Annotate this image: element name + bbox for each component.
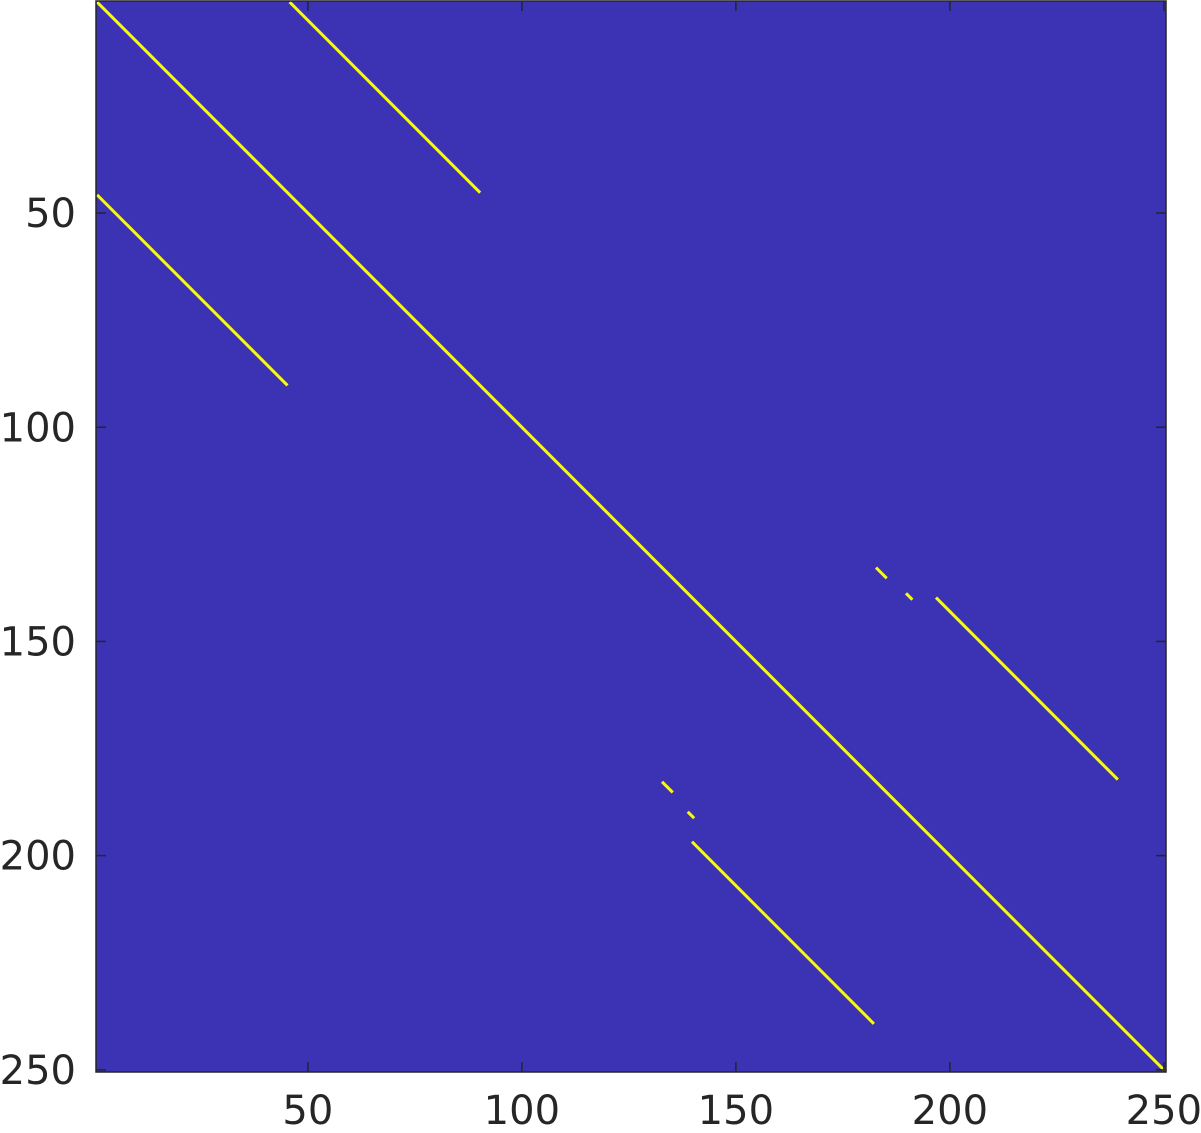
x-tick-label: 200 bbox=[912, 1088, 988, 1129]
x-tick-label: 50 bbox=[282, 1088, 333, 1129]
x-tick-label: 100 bbox=[484, 1088, 560, 1129]
high-similarity-line bbox=[96, 1, 1166, 1072]
y-tick-label: 250 bbox=[0, 1048, 76, 1094]
x-tick-label: 250 bbox=[1126, 1088, 1201, 1129]
high-similarity-line bbox=[934, 596, 1119, 781]
high-similarity-line bbox=[686, 810, 696, 820]
high-similarity-line bbox=[874, 566, 888, 580]
high-similarity-line bbox=[660, 780, 674, 794]
high-similarity-line bbox=[904, 592, 914, 601]
high-similarity-line bbox=[288, 1, 482, 194]
y-tick-label: 100 bbox=[0, 405, 76, 451]
axes-box bbox=[95, 0, 1167, 1073]
y-tick-label: 150 bbox=[0, 619, 76, 665]
y-tick-label: 50 bbox=[25, 191, 76, 237]
high-similarity-line bbox=[96, 193, 289, 387]
high-similarity-line bbox=[690, 840, 875, 1025]
y-tick-label: 200 bbox=[0, 834, 76, 880]
x-tick-label: 150 bbox=[698, 1088, 774, 1129]
